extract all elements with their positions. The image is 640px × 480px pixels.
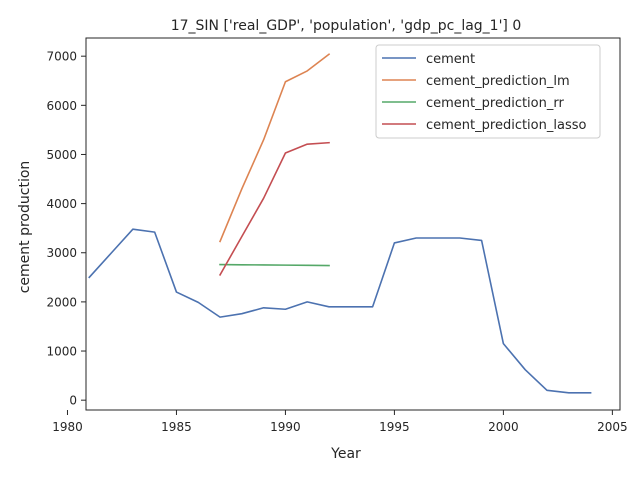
y-tick-label: 4000	[46, 197, 77, 211]
y-axis: 0 1000 2000 3000 4000 5000 6000 7000	[46, 50, 86, 408]
legend-label-cement-prediction-lm: cement_prediction_lm	[426, 74, 570, 89]
y-tick-label: 6000	[46, 99, 77, 113]
y-axis-label: cement production	[17, 161, 33, 294]
x-tick-label: 2005	[597, 420, 628, 434]
x-tick-label: 2000	[488, 420, 519, 434]
chart-title: 17_SIN ['real_GDP', 'population', 'gdp_p…	[171, 18, 522, 34]
x-tick-label: 1980	[52, 420, 83, 434]
y-tick-label: 3000	[46, 246, 77, 260]
series-line-cement-prediction-lm	[218, 53, 331, 243]
x-tick-label: 1995	[379, 420, 410, 434]
y-tick-label: 0	[69, 394, 77, 408]
series-line-cement-prediction-lasso	[218, 141, 330, 276]
legend: cement cement_prediction_lm cement_predict…	[375, 44, 601, 139]
x-tick-label: 1985	[161, 420, 192, 434]
x-axis: 1980 1985 1990 1995 2000 2005	[52, 410, 628, 434]
legend-box	[375, 44, 601, 139]
y-tick-label: 1000	[46, 345, 77, 359]
y-tick-label: 7000	[46, 50, 77, 64]
plot-area	[88, 53, 592, 394]
x-axis-label: Year	[330, 446, 361, 462]
legend-label-cement-prediction-rr: cement_prediction_rr	[426, 96, 564, 111]
y-tick-label: 2000	[46, 295, 77, 309]
legend-label-cement-prediction-lasso: cement_prediction_lasso	[426, 118, 586, 133]
series-line-cement-prediction-rr	[219, 263, 330, 267]
legend-label-cement: cement	[426, 52, 475, 67]
y-tick-label: 5000	[46, 148, 77, 162]
plot-frame	[85, 37, 621, 411]
x-tick-label: 1990	[270, 420, 301, 434]
series-line-cement	[88, 228, 592, 394]
